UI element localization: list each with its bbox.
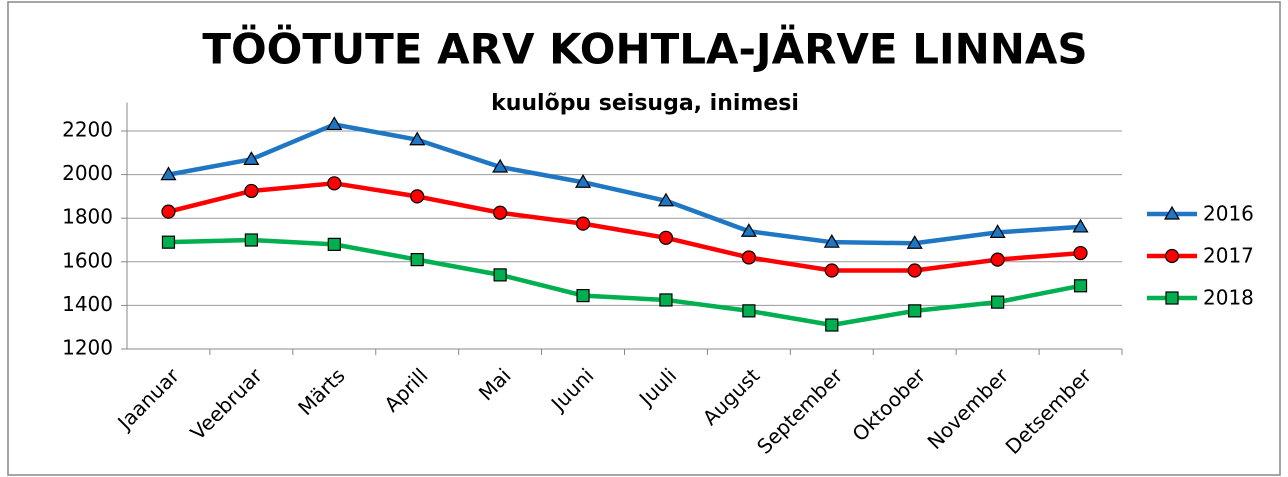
marker <box>326 116 343 131</box>
marker <box>244 233 258 247</box>
marker <box>575 216 591 231</box>
chart-title: TÖÖTUTE ARV KOHTLA-JÄRVE LINNAS <box>202 24 1087 74</box>
series-line <box>167 181 1081 273</box>
marker <box>908 304 922 318</box>
marker <box>1073 245 1088 261</box>
legend-marker <box>1164 248 1180 264</box>
marker <box>409 131 426 146</box>
marker <box>327 237 341 251</box>
marker <box>1073 279 1088 293</box>
marker <box>243 151 260 165</box>
marker <box>244 183 259 199</box>
y-tick-label: 1400 <box>62 292 113 316</box>
marker <box>574 174 592 188</box>
legend-label: 2016 <box>1203 202 1254 226</box>
marker <box>576 288 590 303</box>
y-tick-label: 1800 <box>62 205 113 229</box>
chart-frame <box>7 1 1281 476</box>
marker <box>160 166 177 181</box>
marker <box>492 158 509 173</box>
marker <box>161 235 176 249</box>
marker <box>327 176 342 191</box>
series-line <box>168 122 1081 246</box>
marker <box>991 295 1005 309</box>
marker <box>493 268 507 282</box>
marker <box>493 205 508 220</box>
marker <box>823 233 840 248</box>
marker <box>907 263 922 278</box>
chart-subtitle: kuulõpu seisuga, inimesi <box>491 91 799 116</box>
marker <box>825 318 839 332</box>
marker <box>906 235 923 249</box>
marker <box>742 304 756 318</box>
y-tick-label: 2000 <box>62 161 113 185</box>
legend-marker <box>1165 291 1179 305</box>
marker <box>410 189 425 204</box>
marker <box>659 293 673 307</box>
marker <box>989 224 1006 238</box>
legend-label: 2018 <box>1203 286 1254 310</box>
marker <box>658 230 674 245</box>
y-tick-label: 2200 <box>62 118 113 142</box>
marker <box>410 253 424 267</box>
legend-label: 2017 <box>1203 244 1254 268</box>
marker <box>657 192 675 207</box>
y-tick-label: 1600 <box>62 248 113 272</box>
marker <box>824 263 839 278</box>
marker <box>1072 218 1089 233</box>
y-tick-label: 1200 <box>62 336 113 360</box>
marker <box>161 204 176 219</box>
legend-marker <box>1163 205 1181 220</box>
marker <box>990 252 1005 267</box>
series-line <box>168 237 1081 328</box>
marker <box>741 250 756 265</box>
marker <box>740 223 757 237</box>
